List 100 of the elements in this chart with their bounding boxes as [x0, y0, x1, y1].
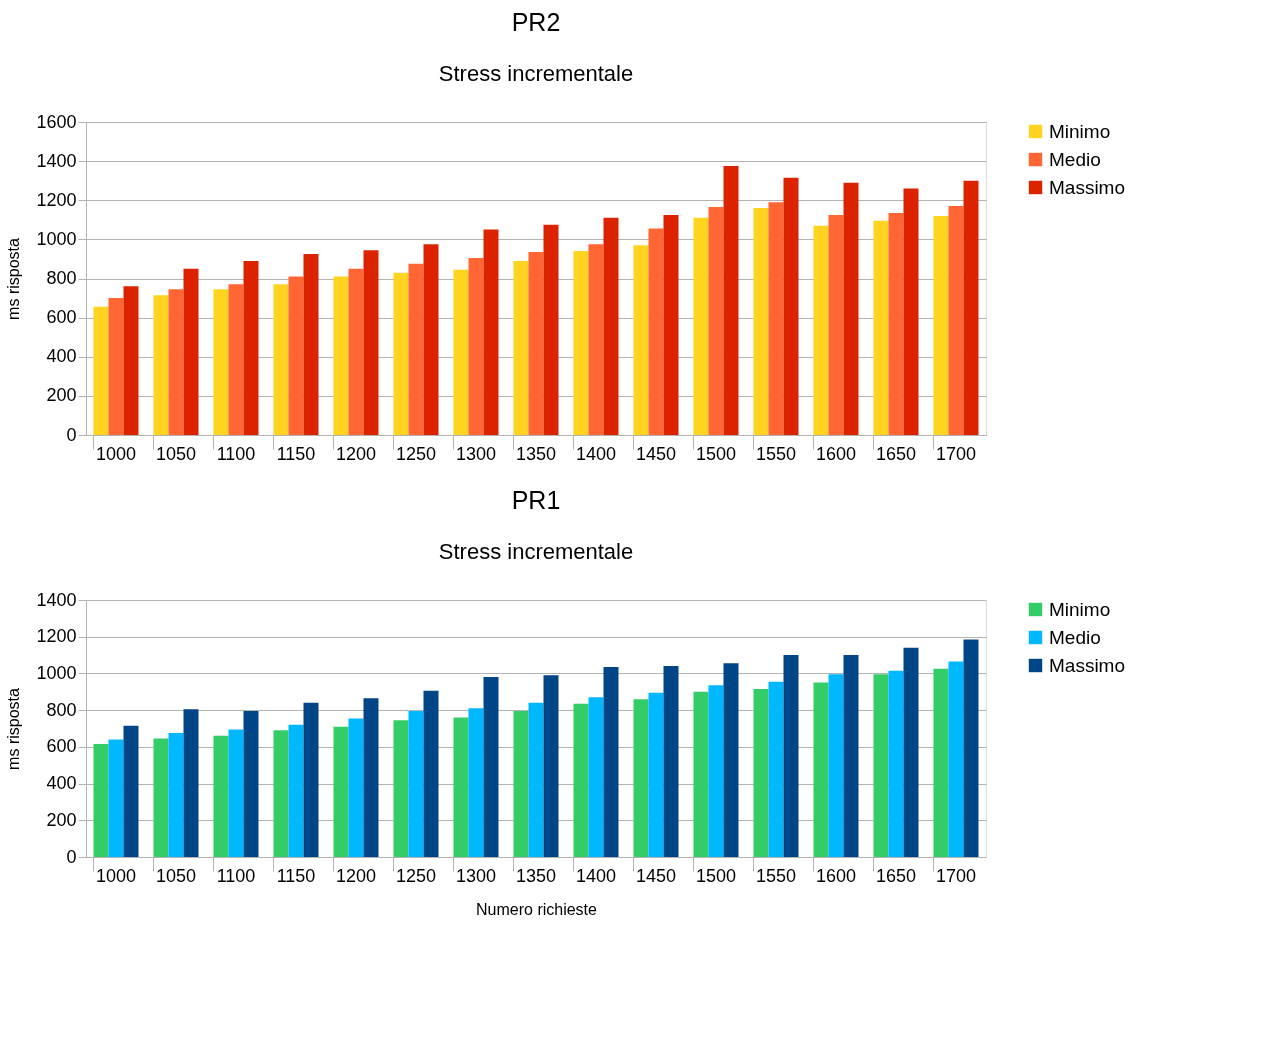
- bar: [873, 220, 889, 435]
- x-tick-label: 1550: [755, 443, 797, 464]
- bar: [768, 202, 784, 435]
- bar: [543, 224, 559, 435]
- y-tick-label: 1000: [36, 662, 77, 683]
- y-tick-label: 0: [66, 424, 77, 445]
- x-tick-label: 1200: [335, 865, 377, 886]
- bar: [408, 263, 424, 435]
- y-axis-title: ms risposta: [5, 688, 23, 770]
- x-tick-label: 1650: [875, 443, 917, 464]
- y-axis-title: ms risposta: [5, 238, 23, 320]
- bar: [273, 730, 289, 857]
- y-tick-label: 1000: [36, 228, 77, 249]
- legend-label: Medio: [1049, 626, 1101, 648]
- bar: [513, 260, 529, 435]
- bar: [273, 284, 289, 435]
- x-tick-label: 1000: [95, 865, 137, 886]
- y-tick-label: 800: [46, 699, 77, 720]
- bar: [723, 166, 739, 435]
- bar: [663, 666, 679, 857]
- bar: [423, 690, 439, 857]
- bar: [783, 655, 799, 857]
- legend-label: Massimo: [1049, 176, 1126, 198]
- bar: [288, 276, 304, 435]
- bar: [123, 725, 139, 857]
- bar: [93, 744, 109, 857]
- bar: [753, 208, 769, 435]
- bar: [483, 229, 499, 435]
- bar: [483, 677, 499, 857]
- bar: [408, 711, 424, 857]
- bar: [528, 702, 544, 857]
- bar: [303, 254, 319, 435]
- bar: [108, 298, 124, 435]
- bar: [333, 726, 349, 857]
- bar: [588, 697, 604, 857]
- bar: [543, 675, 559, 857]
- y-tick-label: 1400: [36, 150, 77, 171]
- bar: [648, 692, 664, 857]
- x-tick-label: 1250: [395, 443, 437, 464]
- bar: [468, 708, 484, 857]
- y-tick-label: 200: [46, 385, 77, 406]
- bar: [828, 214, 844, 435]
- bar: [168, 733, 184, 857]
- x-tick-label: 1550: [755, 865, 797, 886]
- bar: [888, 670, 904, 857]
- bar: [213, 289, 229, 435]
- x-tick-label: 1450: [635, 865, 677, 886]
- bar: [348, 268, 364, 435]
- bar: [648, 228, 664, 435]
- bar: [453, 717, 469, 857]
- bar: [753, 689, 769, 857]
- bar: [723, 663, 739, 857]
- x-tick-label: 1400: [575, 443, 617, 464]
- y-tick-label: 1400: [36, 589, 77, 610]
- bar: [873, 674, 889, 857]
- bar: [813, 682, 829, 857]
- bar: [963, 639, 979, 857]
- bar: [573, 703, 589, 857]
- x-tick-label: 1650: [875, 865, 917, 886]
- bar: [828, 674, 844, 857]
- bar: [693, 217, 709, 435]
- bar: [363, 250, 379, 435]
- chart-title: PR1: [511, 486, 561, 514]
- x-tick-label: 1300: [455, 865, 497, 886]
- bar: [573, 251, 589, 435]
- x-tick-label: 1150: [276, 443, 316, 464]
- x-tick-label: 1400: [575, 865, 617, 886]
- bar: [948, 661, 964, 857]
- bar: [963, 180, 979, 435]
- bar: [243, 711, 259, 857]
- x-tick-label: 1050: [155, 865, 197, 886]
- y-tick-label: 800: [46, 268, 77, 288]
- x-tick-label: 1600: [815, 443, 857, 464]
- x-tick-label: 1350: [515, 865, 557, 886]
- bar: [213, 735, 229, 857]
- bar: [348, 718, 364, 857]
- bar: [603, 217, 619, 435]
- y-tick-label: 1600: [36, 111, 77, 132]
- bar: [153, 738, 169, 857]
- legend-label: Massimo: [1049, 654, 1126, 676]
- bar: [228, 729, 244, 857]
- bar: [933, 215, 949, 435]
- bar: [513, 711, 529, 857]
- x-tick-label: 1700: [935, 443, 977, 464]
- bar: [423, 244, 439, 435]
- bar: [393, 272, 409, 435]
- x-tick-label: 1000: [95, 443, 137, 464]
- bar: [633, 699, 649, 857]
- bar: [288, 724, 304, 857]
- x-tick-label: 1100: [216, 865, 256, 886]
- x-tick-label: 1300: [455, 443, 497, 464]
- x-axis-title: Numero richieste: [476, 900, 598, 918]
- bar: [948, 206, 964, 435]
- bar: [363, 698, 379, 857]
- bar: [768, 681, 784, 857]
- y-tick-label: 400: [46, 346, 77, 367]
- bar: [603, 667, 619, 857]
- y-tick-label: 600: [46, 736, 77, 757]
- bar: [693, 691, 709, 857]
- bar: [663, 214, 679, 435]
